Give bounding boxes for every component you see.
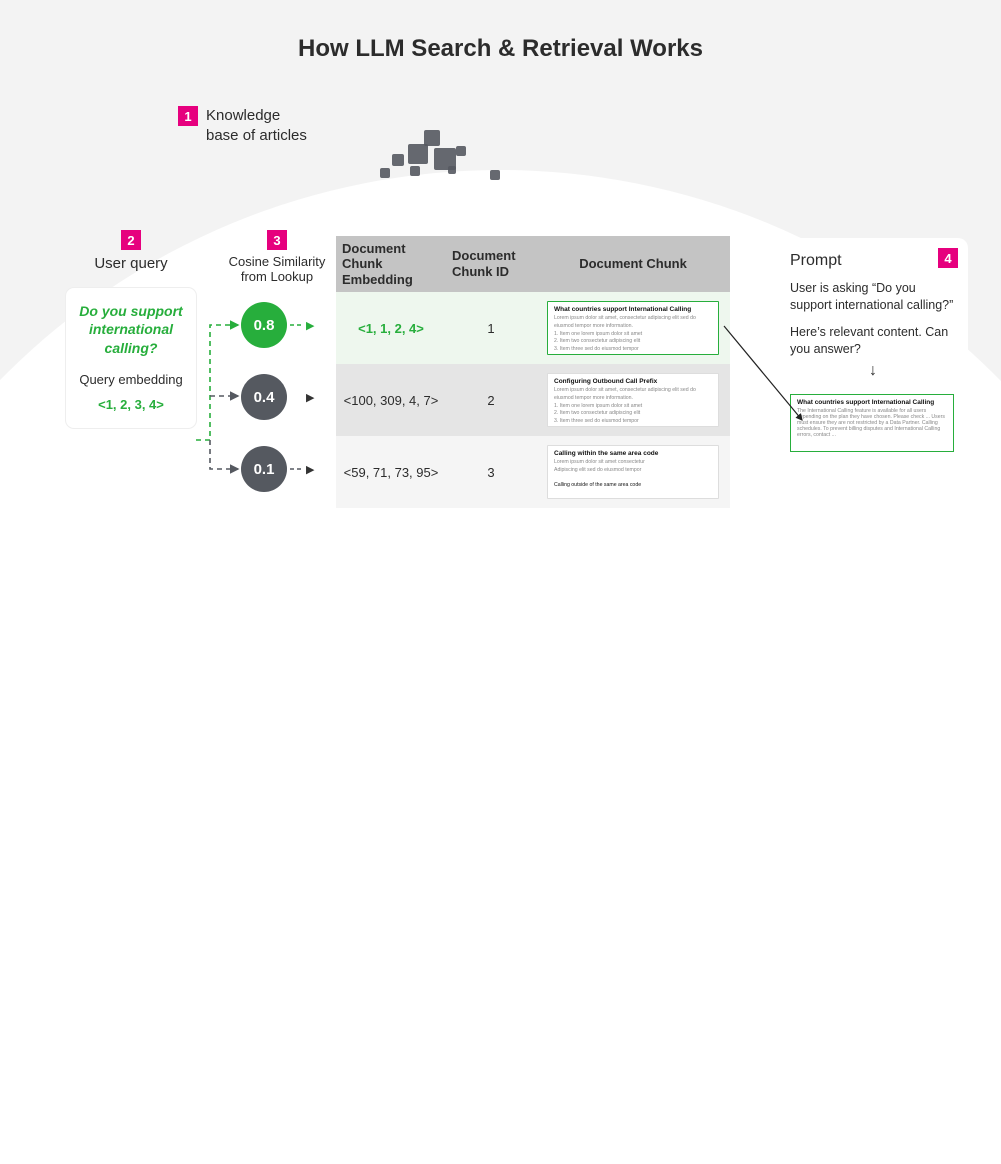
table-row: <1, 1, 2, 4>1What countries support Inte…: [336, 292, 730, 364]
cosine-score: 0.4: [241, 374, 287, 420]
cell-embedding: <59, 71, 73, 95>: [336, 436, 446, 508]
user-query-text: Do you support international calling?: [76, 302, 186, 359]
kb-square: [448, 166, 456, 174]
kb-scatter: [340, 130, 540, 210]
step-3-text: Cosine Similarity from Lookup: [222, 254, 332, 284]
step-1-text: Knowledge base of articles: [206, 106, 307, 145]
cell-chunk-id: 3: [446, 436, 536, 508]
cell-embedding: <100, 309, 4, 7>: [336, 364, 446, 436]
kb-square: [410, 166, 420, 176]
step-1: 1 Knowledge base of articles: [178, 106, 307, 145]
col-header-id: Document Chunk ID: [446, 236, 536, 292]
step-2-text: User query: [66, 254, 196, 274]
cell-chunk-id: 2: [446, 364, 536, 436]
table-row: <100, 309, 4, 7>2Configuring Outbound Ca…: [336, 364, 730, 436]
chunk-card: Calling within the same area codeLorem i…: [547, 445, 719, 499]
kb-square: [408, 144, 428, 164]
arrow-down-icon: ↓: [790, 362, 956, 380]
embedding-table: Document Chunk Embedding Document Chunk …: [336, 236, 730, 508]
prompt-line-1: User is asking “Do you support internati…: [790, 280, 956, 314]
kb-square: [392, 154, 404, 166]
step-1-badge: 1: [178, 106, 198, 126]
step-4-badge: 4: [938, 248, 958, 268]
kb-square: [456, 146, 466, 156]
step-3-badge: 3: [267, 230, 287, 250]
step-2: 2 User query Do you support internationa…: [66, 230, 196, 428]
col-header-chunk: Document Chunk: [536, 236, 730, 292]
arrow-head-icon: ▶: [306, 319, 314, 332]
table-row: <59, 71, 73, 95>3Calling within the same…: [336, 436, 730, 508]
arrow-head-icon: ▶: [306, 391, 314, 404]
cell-chunk: Calling within the same area codeLorem i…: [536, 436, 730, 508]
cell-chunk: Configuring Outbound Call PrefixLorem ip…: [536, 364, 730, 436]
query-embedding-value: <1, 2, 3, 4>: [76, 397, 186, 412]
cosine-score: 0.8: [241, 302, 287, 348]
user-query-card: Do you support international calling? Qu…: [66, 288, 196, 429]
kb-square: [490, 170, 500, 180]
prompt-card: 4 Prompt User is asking “Do you support …: [778, 238, 968, 468]
step-3: 3 Cosine Similarity from Lookup: [222, 230, 332, 284]
prompt-chunk-card: What countries support International Cal…: [790, 394, 954, 452]
chunk-card: Configuring Outbound Call PrefixLorem ip…: [547, 373, 719, 427]
table-header-row: Document Chunk Embedding Document Chunk …: [336, 236, 730, 292]
cosine-score: 0.1: [241, 446, 287, 492]
arrow-head-icon: ▶: [306, 463, 314, 476]
kb-square: [424, 130, 440, 146]
prompt-chunk-title: What countries support International Cal…: [797, 399, 947, 406]
cell-chunk-id: 1: [446, 292, 536, 364]
kb-square: [380, 168, 390, 178]
chunk-card: What countries support International Cal…: [547, 301, 719, 355]
prompt-line-2: Here’s relevant content. Can you answer?: [790, 324, 956, 358]
cell-embedding: <1, 1, 2, 4>: [336, 292, 446, 364]
step-2-badge: 2: [121, 230, 141, 250]
prompt-title: Prompt: [790, 252, 956, 270]
page-title: How LLM Search & Retrieval Works: [0, 35, 1001, 63]
table-body: <1, 1, 2, 4>1What countries support Inte…: [336, 292, 730, 508]
cell-chunk: What countries support International Cal…: [536, 292, 730, 364]
col-header-embedding: Document Chunk Embedding: [336, 236, 446, 292]
cosine-column: 0.8 0.4 0.1: [241, 302, 287, 518]
query-embedding-label: Query embedding: [76, 372, 186, 387]
step-4: 4 Prompt User is asking “Do you support …: [778, 238, 968, 468]
